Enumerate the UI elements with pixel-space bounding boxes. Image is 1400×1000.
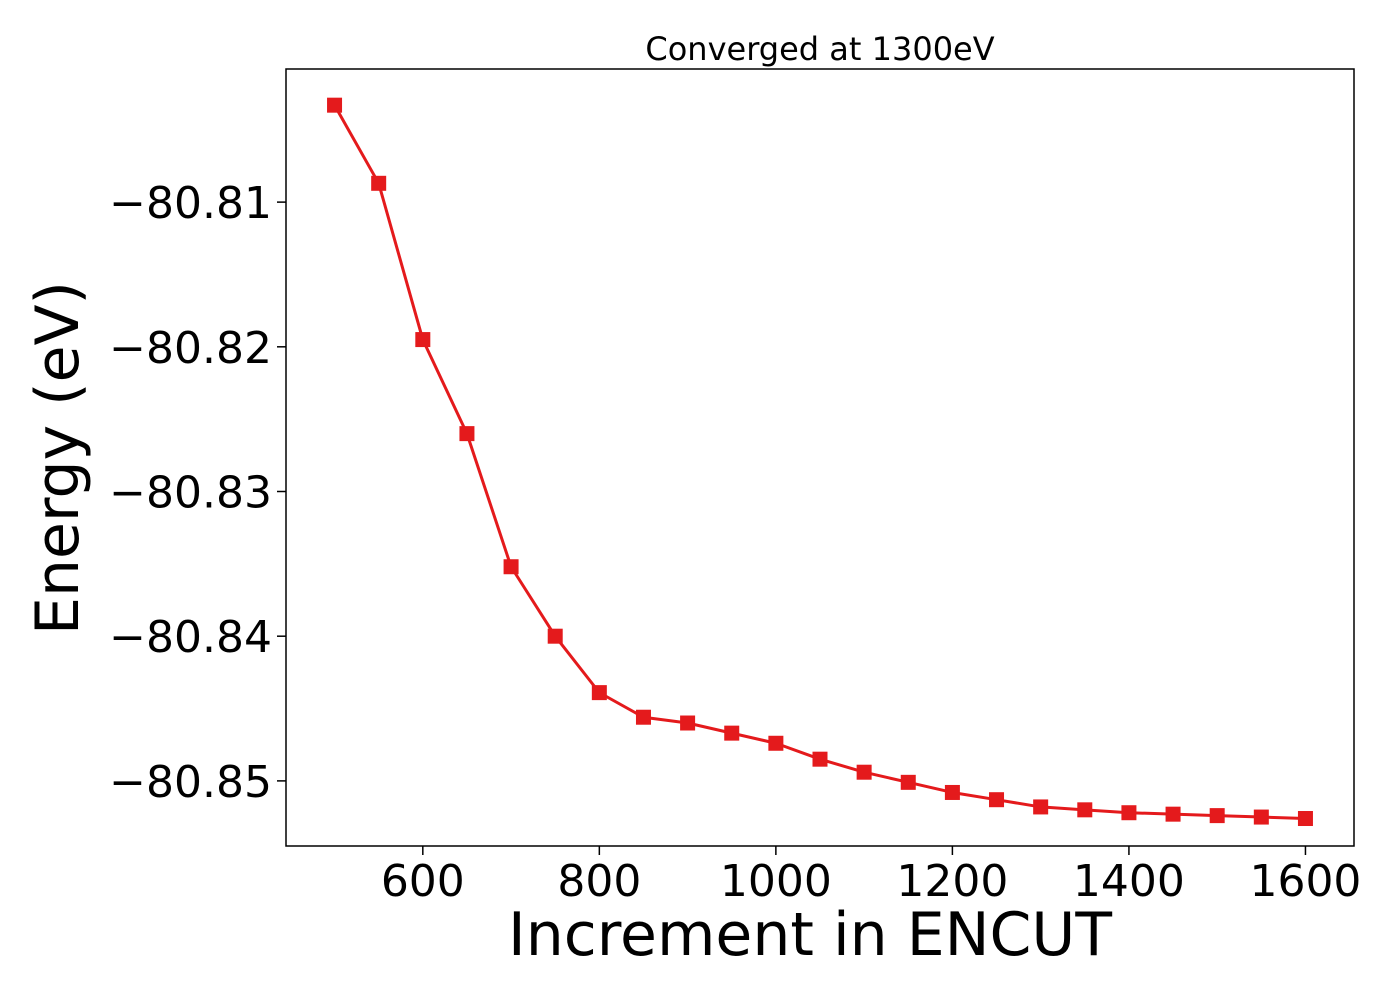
x-tick-label: 800 bbox=[557, 856, 641, 907]
data-point-marker bbox=[900, 774, 916, 790]
y-tick-label: −80.85 bbox=[109, 757, 272, 808]
data-point-marker bbox=[1297, 811, 1313, 827]
y-tick-label: −80.84 bbox=[109, 612, 272, 663]
data-point-marker bbox=[989, 792, 1005, 808]
data-point-marker bbox=[1209, 808, 1225, 824]
data-point-marker bbox=[591, 685, 607, 701]
data-point-marker bbox=[1165, 806, 1181, 822]
data-point-marker bbox=[856, 764, 872, 780]
data-point-marker bbox=[944, 784, 960, 800]
data-point-marker bbox=[327, 97, 343, 113]
data-point-marker bbox=[415, 332, 431, 348]
x-tick-label: 1600 bbox=[1249, 856, 1361, 907]
x-tick-label: 1200 bbox=[896, 856, 1008, 907]
y-tick-label: −80.83 bbox=[109, 468, 272, 519]
data-point-marker bbox=[1077, 802, 1093, 818]
y-tick-label: −80.81 bbox=[109, 178, 272, 229]
x-axis-ticks: 600 800 1000 1200 1400 1600 bbox=[381, 846, 1361, 907]
data-point-marker bbox=[1033, 799, 1049, 815]
data-point-marker bbox=[547, 628, 563, 644]
x-tick-label: 1000 bbox=[720, 856, 832, 907]
data-point-marker bbox=[635, 709, 651, 725]
data-point-marker bbox=[724, 725, 740, 741]
data-point-marker bbox=[1121, 805, 1137, 821]
x-tick-label: 600 bbox=[381, 856, 465, 907]
data-point-marker bbox=[768, 735, 784, 751]
y-axis-title: Energy (eV) bbox=[23, 281, 93, 635]
y-axis-ticks: −80.81 −80.82 −80.83 −80.84 −80.85 bbox=[109, 178, 286, 808]
series-layer bbox=[327, 97, 1313, 827]
y-tick-label: −80.82 bbox=[109, 323, 272, 374]
data-point-marker bbox=[503, 559, 519, 575]
x-axis-title: Increment in ENCUT bbox=[508, 900, 1112, 970]
x-tick-label: 1400 bbox=[1073, 856, 1185, 907]
data-point-marker bbox=[371, 175, 387, 191]
data-point-marker bbox=[459, 426, 475, 442]
data-point-marker bbox=[680, 715, 696, 731]
data-point-marker bbox=[812, 751, 828, 767]
data-point-marker bbox=[1253, 809, 1269, 825]
chart-title: Converged at 1300eV bbox=[645, 30, 994, 68]
plot-area-frame bbox=[285, 68, 1355, 847]
